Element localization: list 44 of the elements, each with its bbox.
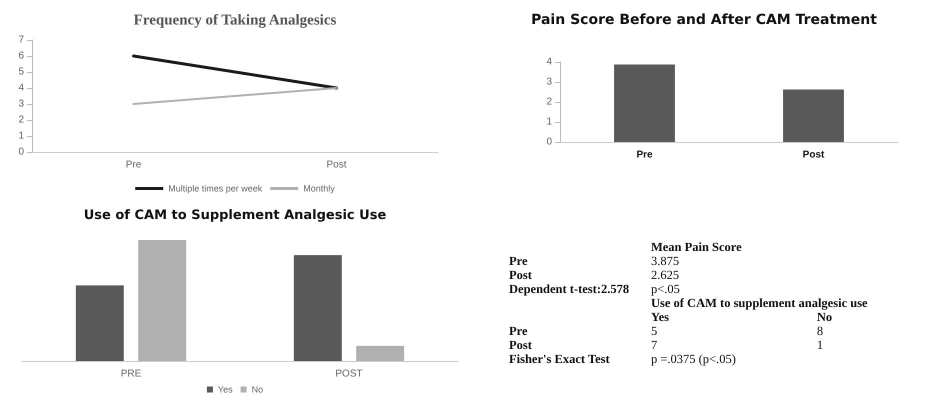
text: 1 — [816, 338, 824, 352]
text: Fisher's Exact Test — [508, 352, 611, 366]
text: 8 — [816, 324, 824, 338]
legend-label: Yes — [218, 384, 234, 394]
legend-label: Monthly — [303, 184, 336, 194]
x-tick-label: POST — [335, 368, 363, 380]
y-tick-label: 3 — [18, 98, 24, 110]
y-tick-label: 4 — [546, 56, 552, 68]
text: Pre — [508, 324, 529, 338]
y-tick-label: 2 — [546, 96, 552, 108]
y-tick-label: 5 — [18, 66, 24, 78]
y-tick-label: 7 — [18, 34, 24, 46]
text: 7 — [650, 338, 658, 352]
text: 5 — [650, 324, 658, 338]
bar — [138, 240, 186, 361]
x-tick-label: PRE — [120, 368, 142, 380]
text: Post — [508, 268, 533, 282]
y-tick-label: 3 — [546, 76, 552, 88]
bar — [76, 285, 124, 361]
bar — [356, 346, 404, 361]
y-tick-label: 2 — [18, 114, 24, 126]
text: Yes — [650, 310, 670, 324]
legend-label: No — [252, 384, 264, 394]
text: 3.875 — [650, 254, 680, 268]
chart-title: Frequency of Taking Analgesics — [134, 12, 336, 28]
text: Pre — [508, 254, 529, 268]
y-tick-label: 6 — [18, 50, 24, 62]
y-tick-label: 1 — [546, 116, 552, 128]
y-tick-label: 1 — [18, 130, 24, 142]
y-tick-label: 0 — [18, 146, 24, 158]
text: Use of CAM to supplement analgesic use — [650, 296, 869, 310]
legend-label: Multiple times per week — [168, 184, 263, 194]
bar — [294, 255, 342, 361]
text: Post — [508, 338, 533, 352]
text: Mean Pain Score — [650, 240, 743, 254]
y-tick-label: 4 — [18, 82, 24, 94]
text: p<.05 — [650, 282, 681, 296]
chart-title: Pain Score Before and After CAM Treatment — [531, 12, 878, 28]
text: p =.0375 (p<.05) — [650, 352, 737, 366]
chart-title: Use of CAM to Supplement Analgesic Use — [84, 208, 386, 223]
text: No — [816, 310, 834, 324]
text: 2.625 — [650, 268, 680, 282]
y-tick-label: 0 — [546, 136, 552, 148]
text: Dependent t-test:2.578 — [508, 282, 630, 296]
